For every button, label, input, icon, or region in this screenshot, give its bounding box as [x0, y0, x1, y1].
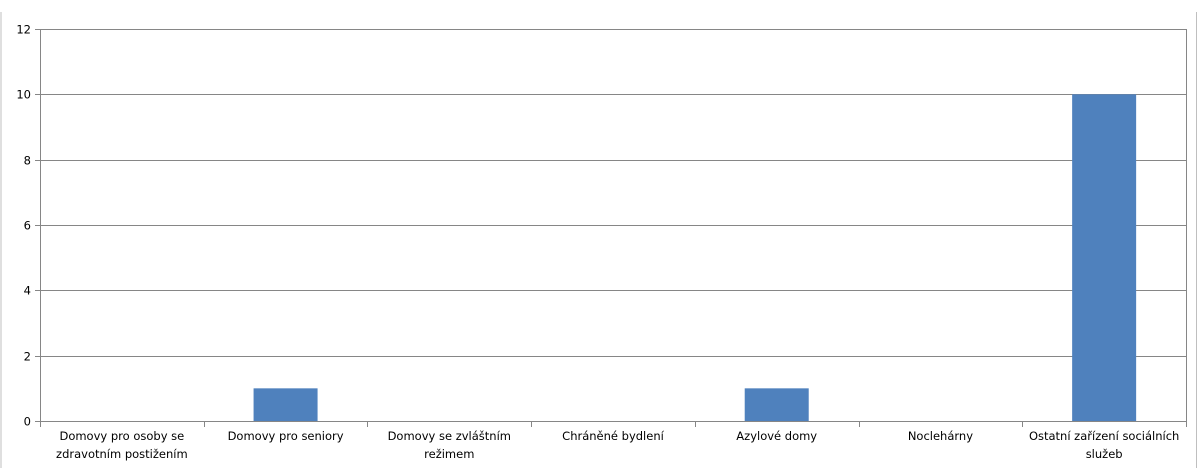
y-tick-label: 4	[24, 284, 31, 298]
x-category-label: Azylové domy	[736, 429, 817, 443]
x-category-label: Domovy pro seniory	[228, 429, 344, 443]
x-category-label: Domovy pro osoby se	[59, 429, 184, 443]
x-category-label: zdravotním postižením	[56, 447, 188, 461]
x-category-labels: Domovy pro osoby se zdravotním postižením…	[56, 429, 1179, 461]
bar	[1072, 94, 1137, 421]
bar	[253, 388, 318, 421]
x-category-label: Chráněné bydlení	[562, 429, 664, 443]
y-tick-label: 12	[16, 23, 31, 37]
y-tick-label: 6	[24, 219, 31, 233]
bars	[253, 94, 1137, 421]
y-tick-label: 0	[24, 415, 31, 429]
y-tick-label: 8	[24, 154, 31, 168]
y-tick-label: 10	[16, 88, 31, 102]
y-tick-labels: 0 2 4 6 8 10 12	[16, 23, 31, 429]
x-category-label: služeb	[1086, 447, 1123, 461]
x-category-label: režimem	[424, 447, 474, 461]
x-category-label: Ostatní zařízení sociálních	[1029, 429, 1179, 443]
gridlines	[40, 29, 1186, 357]
x-category-label: Noclehárny	[908, 429, 973, 443]
axes	[35, 29, 1187, 427]
bar	[744, 388, 809, 421]
y-tick-label: 2	[24, 350, 31, 364]
x-category-label: Domovy se zvláštním	[388, 429, 511, 443]
